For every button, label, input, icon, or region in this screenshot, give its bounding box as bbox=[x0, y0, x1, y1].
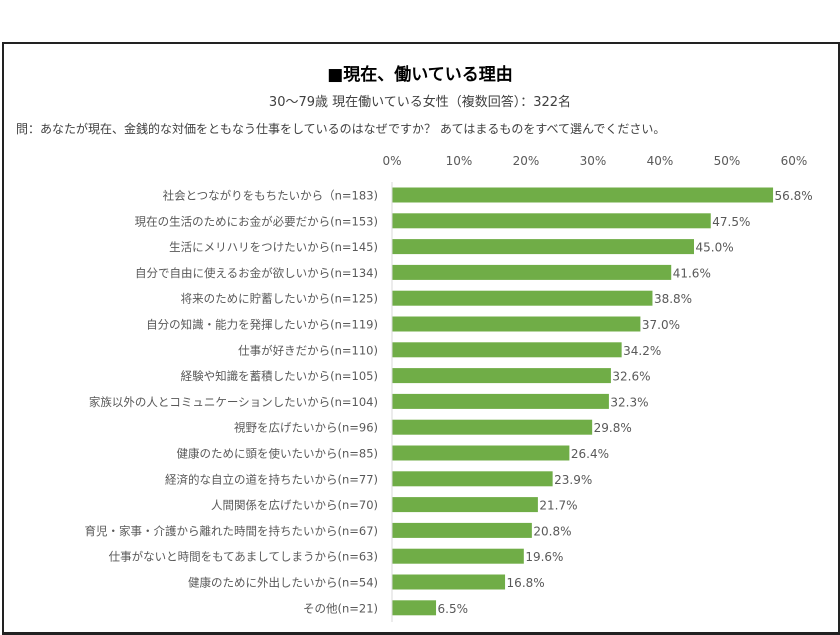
data-label: 47.5% bbox=[712, 215, 750, 229]
x-tick-label: 20% bbox=[513, 154, 540, 168]
bar bbox=[392, 213, 711, 229]
data-label: 29.8% bbox=[594, 421, 632, 435]
category-label: 自分で自由に使えるお金が欲しいから(n=134) bbox=[135, 266, 378, 280]
category-label: 健康のために外出したいから(n=54) bbox=[188, 576, 378, 590]
category-label: 育児・家事・介護から離れた時間を持ちたいから(n=67) bbox=[84, 524, 378, 538]
data-label: 21.7% bbox=[539, 499, 577, 513]
category-label: 視野を広げたいから(n=96) bbox=[234, 421, 378, 435]
data-label: 26.4% bbox=[571, 447, 609, 461]
category-label: 生活にメリハリをつけたいから(n=145) bbox=[169, 240, 378, 254]
x-tick-label: 40% bbox=[647, 154, 674, 168]
data-label: 16.8% bbox=[507, 576, 545, 590]
category-label: 人間関係を広げたいから(n=70) bbox=[211, 498, 378, 512]
category-label: 経済的な自立の道を持ちたいから(n=77) bbox=[165, 472, 378, 486]
x-tick-label: 10% bbox=[446, 154, 473, 168]
chart-title: ■現在、働いている理由 bbox=[327, 65, 513, 85]
bar bbox=[392, 600, 437, 616]
x-tick-label: 50% bbox=[714, 154, 741, 168]
bar bbox=[392, 574, 506, 590]
data-label: 20.8% bbox=[533, 524, 571, 538]
category-label: 仕事がないと時間をもてあましてしまうから(n=63) bbox=[109, 550, 378, 564]
bar bbox=[392, 187, 774, 203]
x-tick-label: 0% bbox=[382, 154, 401, 168]
chart-subtitle: 30～79歳 現在働いている女性（複数回答）：322名 bbox=[268, 95, 572, 110]
category-label: 経験や知識を蓄積したいから(n=105) bbox=[181, 369, 378, 383]
data-label: 32.6% bbox=[612, 370, 650, 384]
category-label: 社会とつながりをもちたいから（n=183) bbox=[163, 189, 378, 203]
x-tick-label: 60% bbox=[781, 154, 808, 168]
bar bbox=[392, 471, 553, 487]
data-label: 45.0% bbox=[696, 241, 734, 255]
category-label: 健康のために頭を使いたいから(n=85) bbox=[176, 447, 378, 461]
bar bbox=[392, 393, 609, 409]
data-label: 6.5% bbox=[438, 602, 469, 616]
category-label: 将来のために貯蓄したいから(n=125) bbox=[181, 292, 378, 306]
bar bbox=[392, 522, 532, 538]
category-label: 仕事が好きだから(n=110) bbox=[238, 343, 378, 357]
data-label: 38.8% bbox=[654, 292, 692, 306]
survey-question: 問：あなたが現在、金銭的な対価をともなう仕事をしているのはなぜですか？ あてはま… bbox=[16, 122, 666, 136]
category-label: 自分の知識・能力を発揮したいから(n=119) bbox=[146, 318, 378, 332]
bar bbox=[392, 239, 694, 255]
bar bbox=[392, 342, 622, 358]
bar bbox=[392, 264, 672, 280]
data-label: 19.6% bbox=[525, 550, 563, 564]
x-tick-label: 30% bbox=[580, 154, 607, 168]
bar bbox=[392, 497, 538, 513]
data-label: 23.9% bbox=[554, 473, 592, 487]
data-label: 37.0% bbox=[642, 318, 680, 332]
bar bbox=[392, 445, 570, 461]
category-label: その他(n=21) bbox=[303, 601, 378, 615]
bar bbox=[392, 368, 611, 384]
bar bbox=[392, 290, 653, 306]
data-label: 41.6% bbox=[673, 266, 711, 280]
data-label: 32.3% bbox=[610, 395, 648, 409]
bar bbox=[392, 419, 593, 435]
category-label: 家族以外の人とコミュニケーションしたいから(n=104) bbox=[89, 395, 378, 409]
category-label: 現在の生活のためにお金が必要だから(n=153) bbox=[135, 214, 378, 228]
data-label: 56.8% bbox=[775, 189, 813, 203]
data-label: 34.2% bbox=[623, 344, 661, 358]
bar bbox=[392, 548, 524, 564]
bar bbox=[392, 316, 641, 332]
